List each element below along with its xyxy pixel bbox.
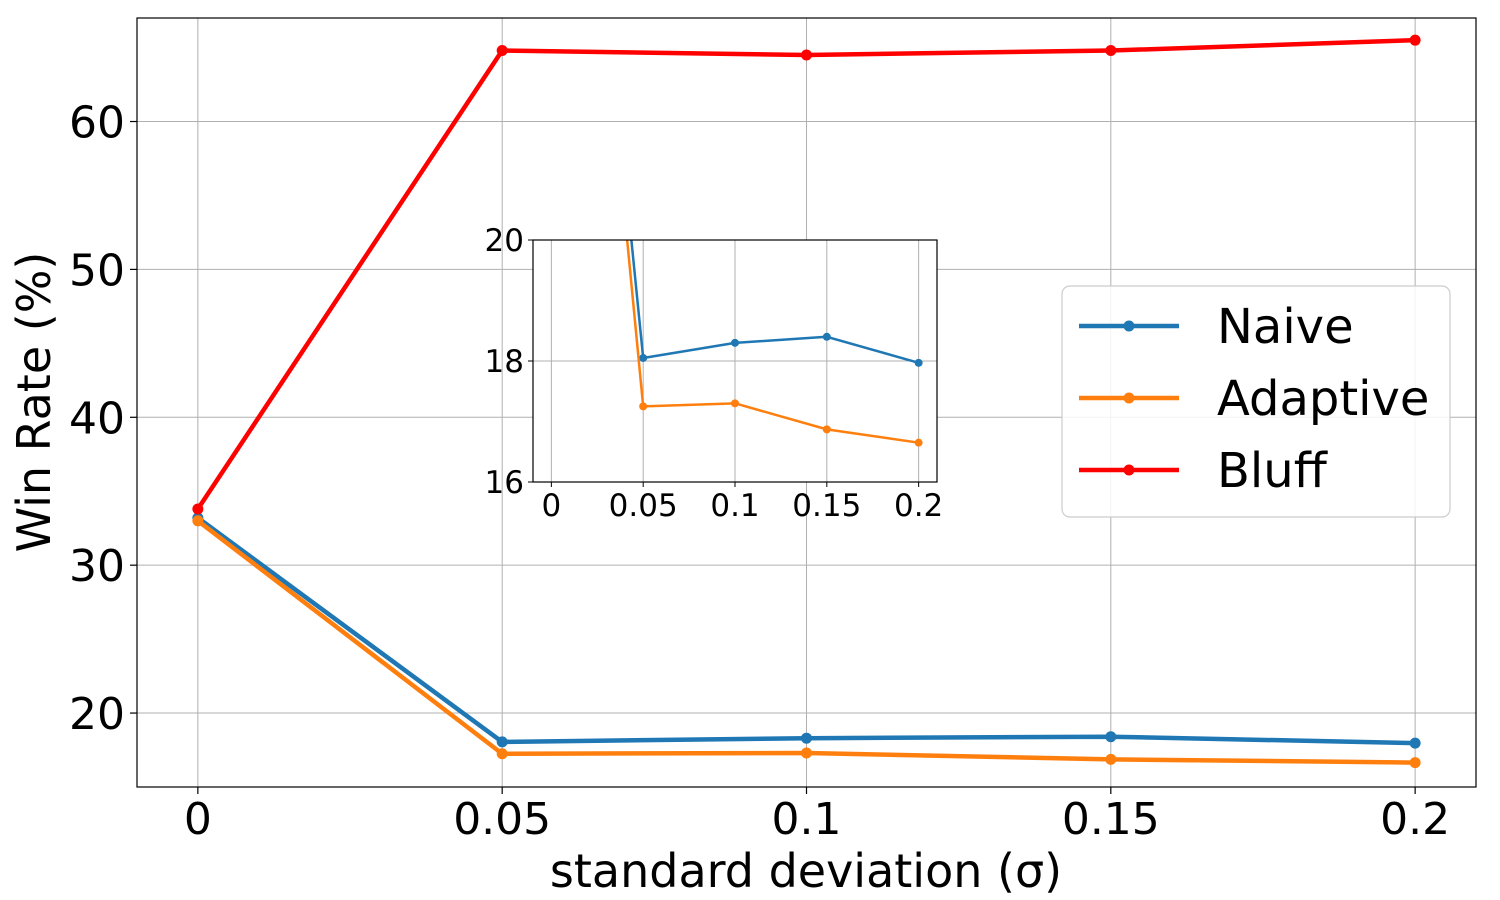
inset-data-point-naive xyxy=(639,353,648,362)
data-point-bluff xyxy=(496,45,508,57)
inset-data-point-naive xyxy=(914,358,923,367)
data-point-bluff xyxy=(1105,45,1117,57)
data-point-adaptive xyxy=(192,515,204,527)
inset-data-point-adaptive xyxy=(914,438,923,447)
inset-y-tick-labels: 16 18 20 xyxy=(485,223,533,501)
data-point-naive xyxy=(1409,737,1421,749)
inset-data-point-adaptive xyxy=(639,402,648,411)
main-x-tick-label: 0.2 xyxy=(1380,794,1450,845)
main-x-tick-labels: 0 0.05 0.1 0.15 0.2 xyxy=(184,787,1450,845)
inset-x-tick-label: 0.15 xyxy=(792,488,861,524)
data-point-naive xyxy=(801,732,812,744)
inset-x-tick-labels: 0 0.05 0.1 0.15 0.2 xyxy=(541,482,943,524)
data-point-bluff xyxy=(801,49,812,61)
inset-y-tick-label: 16 xyxy=(485,465,524,501)
data-point-naive xyxy=(1105,731,1117,743)
data-point-adaptive xyxy=(1409,757,1421,769)
inset-series xyxy=(625,240,923,447)
inset-x-tick-label: 0.2 xyxy=(894,488,943,524)
legend-label-naive: Naive xyxy=(1217,299,1354,355)
legend-marker-adaptive xyxy=(1123,392,1135,404)
inset-y-tick-label: 20 xyxy=(485,223,524,259)
legend-label-adaptive: Adaptive xyxy=(1217,371,1429,427)
inset-data-point-adaptive xyxy=(822,425,831,434)
inset-data-point-naive xyxy=(822,332,831,341)
main-y-tick-label: 60 xyxy=(69,98,125,149)
legend-items: Naive Adaptive Bluff xyxy=(1079,299,1429,499)
data-point-bluff xyxy=(1409,34,1421,46)
data-point-bluff xyxy=(192,503,204,515)
inset-x-tick-label: 0.1 xyxy=(710,488,759,524)
main-x-tick-label: 0.15 xyxy=(1062,794,1160,845)
y-axis-label: Win Rate (%) xyxy=(7,252,61,553)
x-axis-label: standard deviation (σ) xyxy=(550,844,1062,898)
inset-data-point-adaptive xyxy=(731,399,739,408)
main-series xyxy=(192,34,1421,769)
inset-x-tick-label: 0 xyxy=(541,488,561,524)
legend-label-bluff: Bluff xyxy=(1217,443,1328,499)
main-x-tick-label: 0 xyxy=(184,794,212,845)
legend-box xyxy=(1061,285,1451,518)
main-x-tick-label: 0.1 xyxy=(772,794,842,845)
data-point-adaptive xyxy=(496,748,508,760)
inset-chart: 0 0.05 0.1 0.15 0.2 16 18 20 xyxy=(485,223,944,524)
inset-x-tick-label: 0.05 xyxy=(609,488,678,524)
legend-marker-bluff xyxy=(1123,464,1135,476)
data-point-adaptive xyxy=(801,747,812,759)
main-y-tick-label: 30 xyxy=(69,541,125,592)
main-y-tick-label: 40 xyxy=(69,393,125,444)
main-y-tick-label: 20 xyxy=(69,689,125,740)
data-point-adaptive xyxy=(1105,753,1117,765)
main-y-tick-label: 50 xyxy=(69,245,125,296)
main-y-tick-labels: 20 30 40 50 60 xyxy=(69,98,137,740)
legend-marker-naive xyxy=(1123,320,1135,332)
main-x-tick-label: 0.05 xyxy=(453,794,551,845)
data-point-naive xyxy=(496,736,508,748)
inset-data-point-naive xyxy=(731,338,739,347)
inset-y-tick-label: 18 xyxy=(485,344,524,380)
legend: Naive Adaptive Bluff xyxy=(1061,285,1451,518)
